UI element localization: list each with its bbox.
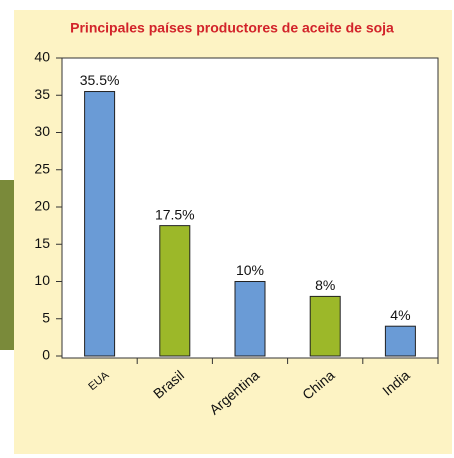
- y-tick-label: 5: [42, 309, 50, 325]
- chart-title: Principales países productores de aceite…: [70, 20, 394, 36]
- y-tick-label: 10: [34, 272, 50, 288]
- y-tick-label: 40: [34, 49, 50, 65]
- value-label: 35.5%: [80, 72, 120, 88]
- value-label: 10%: [236, 262, 264, 278]
- bar: [235, 282, 265, 357]
- bar: [85, 92, 115, 356]
- y-tick-label: 20: [34, 198, 50, 214]
- bar: [385, 326, 415, 356]
- page: Principales países productores de aceite…: [0, 0, 454, 458]
- bar: [160, 226, 190, 356]
- value-label: 4%: [390, 307, 410, 323]
- y-tick-label: 35: [34, 86, 50, 102]
- y-tick-label: 0: [42, 347, 50, 363]
- chart: Principales países productores de aceite…: [0, 0, 454, 458]
- y-tick-label: 25: [34, 160, 50, 176]
- y-tick-label: 15: [34, 235, 50, 251]
- bar: [310, 296, 340, 356]
- value-label: 17.5%: [155, 206, 195, 222]
- value-label: 8%: [315, 277, 335, 293]
- y-tick-label: 30: [34, 123, 50, 139]
